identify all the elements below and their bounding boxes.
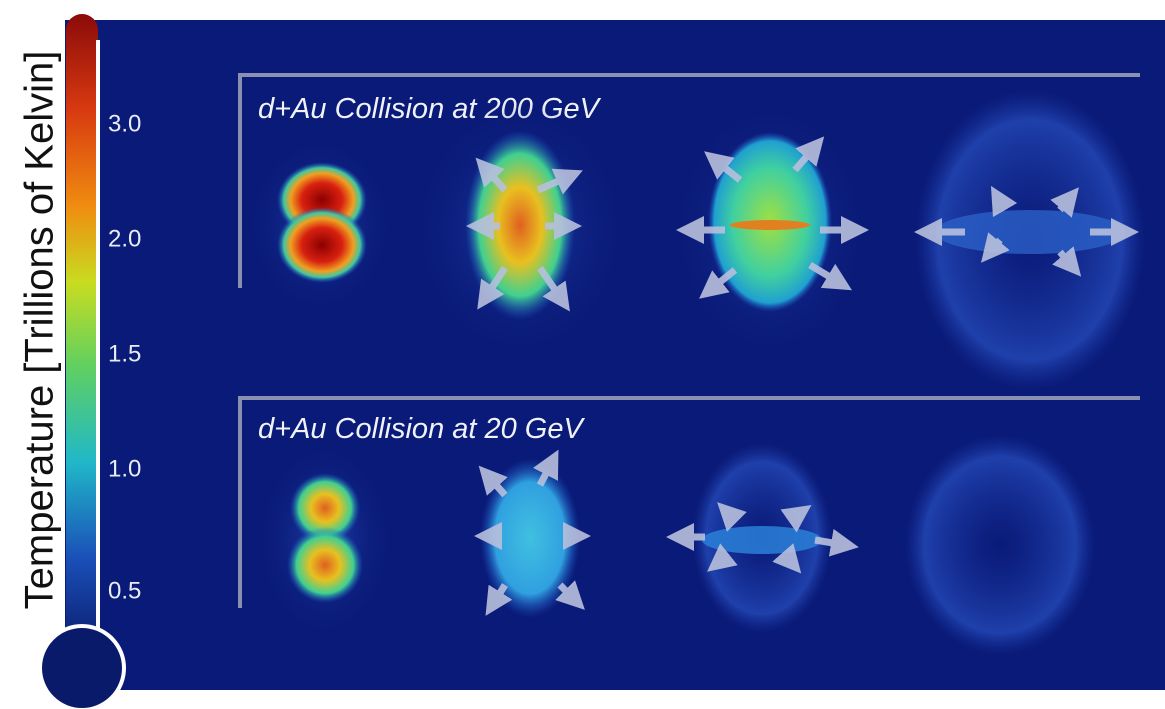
colorbar-tick-label: 0.5: [108, 577, 141, 604]
colorbar-bulb: [40, 626, 124, 709]
colorbar-label: Temperature [Trillions of Kelvin]: [18, 51, 62, 610]
colorbar-tick-label: 1.0: [108, 455, 141, 482]
colorbar-tick-label: 1.5: [108, 340, 141, 367]
figure: Temperature [Trillions of Kelvin] 3.0 2.0…: [0, 0, 1165, 709]
panel-title: d+Au Collision at 20 GeV: [258, 413, 585, 445]
colorbar-tick-label: 2.0: [108, 225, 141, 252]
colorbar: [66, 14, 98, 654]
colorbar-tick-label: 3.0: [108, 110, 141, 137]
